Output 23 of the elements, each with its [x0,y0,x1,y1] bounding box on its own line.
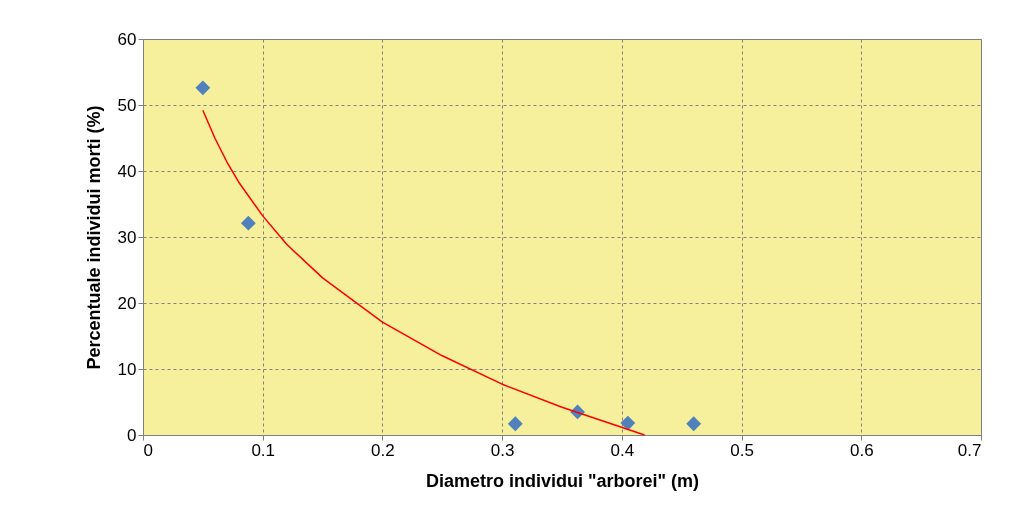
point [686,416,702,432]
x-tick-label: 0.7 [957,440,982,460]
y-tick-label: 60 [117,29,137,49]
y-tick-label: 30 [117,227,137,247]
x-tick-label: 0.6 [849,440,874,460]
x-tick-label: 0.1 [251,440,276,460]
x-tick-label: 0.4 [610,440,635,460]
y-tick-label: 10 [117,359,137,379]
point [240,215,256,231]
point [195,80,211,96]
line-series [202,109,646,436]
x-tick-label: 0 [143,440,153,460]
y-tick-label: 40 [117,161,137,181]
y-tick-label: 50 [117,95,137,115]
x-tick-label: 0.2 [371,440,395,460]
point [507,416,523,432]
x-tick-label: 0.5 [730,440,754,460]
point [620,415,636,431]
y-axis-title: Percentuale individui morti (%) [83,105,104,370]
y-tick-label: 20 [117,293,137,313]
x-tick-label: 0.3 [490,440,515,460]
y-tick-label: 0 [127,425,137,445]
x-axis-title: Diametro individui "arborei" (m) [425,470,700,491]
